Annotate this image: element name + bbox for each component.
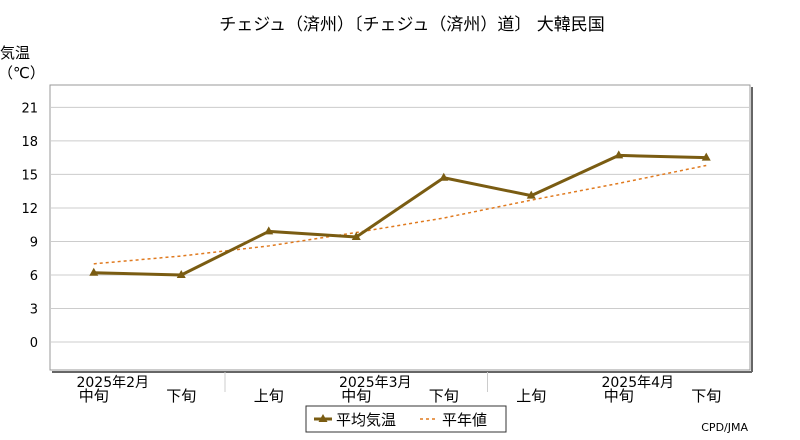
x-tick-label-7: 下旬 [691,387,721,405]
credit-label: CPD/JMA [701,421,748,434]
y-axis-unit: （℃） [0,64,45,82]
plot-area [49,84,751,371]
data-point-average-1 [176,270,186,278]
month-label-1: 2025年3月 [339,375,412,391]
y-tick-label-1: 3 [30,303,38,318]
y-tick-label-2: 6 [30,269,38,284]
x-tick-label-1: 下旬 [166,387,196,405]
y-tick-label-0: 0 [30,336,38,351]
y-tick-label-7: 21 [21,101,38,116]
series-line-average [93,153,707,277]
y-tick-label-5: 15 [21,168,38,183]
x-tick-label-6: 中旬 [604,387,634,405]
data-point-average-4 [439,172,449,181]
month-label-2: 2025年4月 [601,375,674,391]
legend-marker-average [318,414,328,422]
data-point-average-2 [264,226,274,235]
y-axis-label: 気温 [0,44,30,62]
legend-label-normal: 平年値 [442,411,487,429]
legend-label-average: 平均気温 [336,411,396,429]
y-tick-label-6: 18 [21,135,38,150]
data-point-average-6 [614,150,624,159]
x-tick-label-5: 上旬 [516,387,546,405]
x-tick-label-2: 上旬 [254,387,284,405]
x-tick-label-4: 下旬 [429,387,459,405]
x-tick-label-0: 中旬 [79,387,109,405]
month-label-0: 2025年2月 [76,375,149,391]
series-line-normal [93,164,707,265]
data-point-average-5 [526,190,536,199]
y-tick-label-3: 9 [30,235,38,250]
x-tick-label-3: 中旬 [341,387,371,405]
data-point-average-0 [89,267,99,276]
legend: 平均気温 平年値 [305,405,507,433]
data-point-average-7 [701,152,711,161]
chart-title: チェジュ（済州）〔チェジュ（済州）道〕 大韓民国 [219,15,605,35]
data-point-average-3 [351,232,361,240]
legend-box [305,405,507,433]
y-tick-label-4: 12 [21,202,38,217]
